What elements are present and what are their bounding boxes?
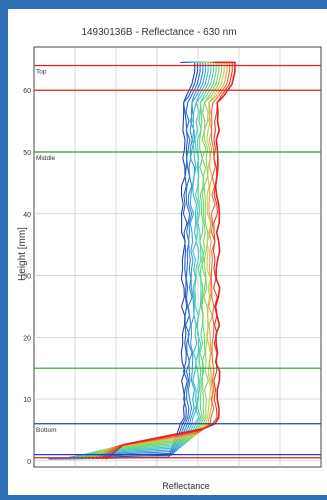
- reflectance-curve: [59, 61, 204, 460]
- plot-border: [33, 46, 322, 468]
- chart-panel: 14930136B - Reflectance - 630 nm Height …: [8, 9, 327, 495]
- chart-title: 14930136B - Reflectance - 630 nm: [81, 27, 236, 38]
- reflectance-curve: [105, 61, 236, 460]
- y-tick-label: 30: [23, 274, 31, 281]
- reflectance-chart: 14930136B - Reflectance - 630 nm Height …: [17, 27, 322, 491]
- reflectance-curve: [74, 61, 215, 460]
- reflectance-curve: [48, 61, 196, 460]
- x-axis-label: Reflectance: [162, 481, 210, 491]
- reflectance-curve: [55, 61, 201, 460]
- y-tick-label: 10: [23, 397, 31, 404]
- reflectance-curve: [82, 61, 220, 460]
- reflectance-curve: [67, 61, 209, 460]
- reference-line-label: Top: [36, 69, 47, 76]
- y-tick-label: 60: [23, 88, 31, 95]
- reflectance-curve: [63, 61, 206, 460]
- y-tick-label: 0: [27, 459, 31, 466]
- reference-line-label: Bottom: [36, 427, 57, 434]
- y-axis-label: Height [mm]: [17, 227, 28, 281]
- reference-line-label: Middle: [36, 155, 56, 162]
- reflectance-curve: [71, 61, 212, 460]
- reflectance-curve: [52, 61, 198, 460]
- y-tick-label: 20: [23, 335, 31, 342]
- reflectance-curve: [101, 61, 233, 460]
- reflectance-curve: [97, 61, 231, 460]
- y-tick-label: 40: [23, 212, 31, 219]
- plot-area: 0 10 20 30 40 50 60 Top Middle Bottom: [23, 46, 322, 468]
- reflectance-curve: [86, 61, 223, 460]
- reflectance-curve: [93, 61, 228, 460]
- y-tick-label: 50: [23, 150, 31, 157]
